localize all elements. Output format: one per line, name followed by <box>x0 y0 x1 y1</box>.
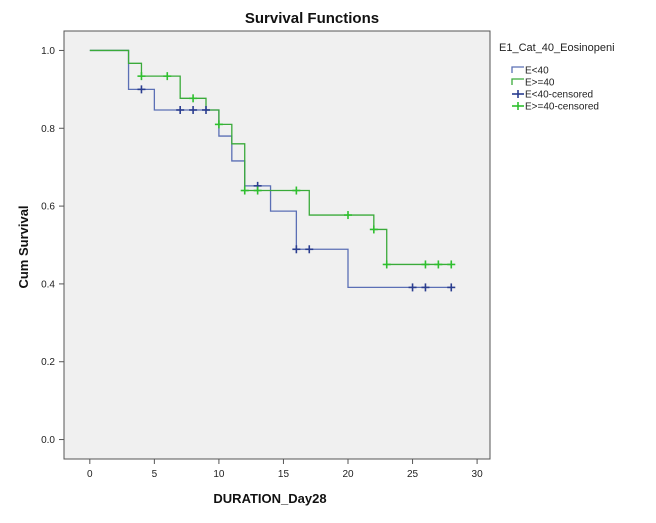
y-tick-label: 0.8 <box>41 124 55 135</box>
censor-mark-series-1 <box>382 260 391 269</box>
x-axis-label: DURATION_Day28 <box>213 491 326 506</box>
censor-mark-series-0 <box>137 85 146 94</box>
censor-mark-series-0 <box>292 245 301 254</box>
censor-mark-series-0 <box>176 105 185 114</box>
legend-item-series-0: E<40 <box>511 66 549 77</box>
y-axis: 0.0 0.2 0.4 0.6 0.8 1.0 <box>41 46 64 446</box>
chart-title: Survival Functions <box>245 10 379 27</box>
censor-mark-series-1 <box>421 260 430 269</box>
censor-mark-series-0 <box>305 245 314 254</box>
censor-mark-series-0 <box>202 105 210 114</box>
x-tick-label: 30 <box>472 469 484 480</box>
censor-mark-series-1 <box>137 72 146 81</box>
y-axis-label: Cum Survival <box>16 205 31 288</box>
x-tick-label: 25 <box>407 469 419 480</box>
y-tick-label: 0.2 <box>41 357 55 368</box>
y-tick-label: 0.4 <box>41 279 55 290</box>
y-tick-label: 0.0 <box>41 435 55 446</box>
x-tick-label: 10 <box>213 469 225 480</box>
censor-mark-series-0 <box>408 283 417 292</box>
legend-label: E<40-censored <box>525 90 593 101</box>
censor-mark-series-1 <box>369 225 378 234</box>
legend: E1_Cat_40_Eosinopeni E<40E>=40E<40-censo… <box>499 42 615 113</box>
censor-mark-series-0 <box>421 283 430 292</box>
x-tick-label: 0 <box>87 469 93 480</box>
x-axis: 0 5 10 15 20 25 30 <box>87 459 483 480</box>
censor-mark-series-1 <box>214 120 223 129</box>
censor-mark-series-1 <box>434 260 443 269</box>
x-tick-label: 15 <box>278 469 290 480</box>
censor-mark-series-1 <box>240 186 249 195</box>
legend-title: E1_Cat_40_Eosinopeni <box>499 42 615 54</box>
legend-item-censored-0: E<40-censored <box>512 90 593 101</box>
plot-area <box>63 30 491 460</box>
censor-mark-series-1 <box>163 72 172 81</box>
x-tick-label: 5 <box>152 469 158 480</box>
y-tick-label: 0.6 <box>41 202 55 213</box>
censor-marks <box>137 72 456 292</box>
censor-mark-series-1 <box>189 94 198 103</box>
legend-item-censored-1: E>=40-censored <box>512 102 599 113</box>
censor-mark-series-1 <box>344 211 352 220</box>
censor-mark-series-0 <box>447 283 456 292</box>
series-lines <box>89 49 452 289</box>
legend-item-series-1: E>=40 <box>511 78 555 89</box>
censor-mark-series-1 <box>292 186 301 195</box>
censor-mark-series-0 <box>189 105 198 114</box>
series-line-1 <box>89 49 452 266</box>
legend-label: E>=40-censored <box>525 102 599 113</box>
censor-mark-series-1 <box>253 186 262 195</box>
legend-swatch <box>511 66 524 73</box>
y-tick-label: 1.0 <box>41 46 55 57</box>
series-line-0 <box>89 49 452 289</box>
x-tick-label: 20 <box>342 469 354 480</box>
censor-mark-series-1 <box>447 260 456 269</box>
legend-label: E<40 <box>525 66 549 77</box>
legend-swatch <box>511 78 524 85</box>
legend-label: E>=40 <box>525 78 555 89</box>
